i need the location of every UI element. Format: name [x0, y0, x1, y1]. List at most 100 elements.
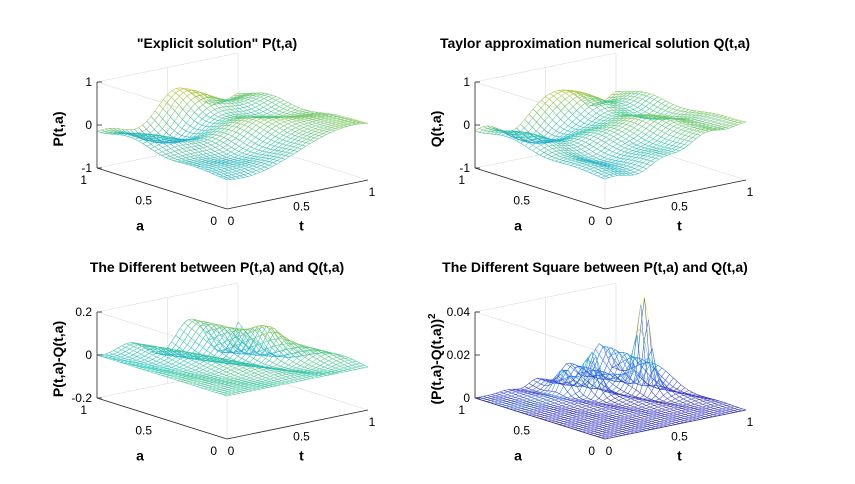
surface-seg	[540, 389, 545, 391]
surface-seg	[610, 427, 615, 430]
surface-seg	[701, 412, 706, 415]
surface-seg	[214, 347, 219, 352]
surface-seg	[618, 430, 623, 432]
chart-panel-3: The Different between P(t,a) and Q(t,a)-…	[50, 259, 376, 464]
surface-seg	[310, 110, 315, 113]
surface-seg	[691, 118, 696, 120]
surface-seg	[290, 340, 295, 343]
surface-seg	[518, 400, 523, 403]
surface-seg	[630, 172, 635, 176]
surface-seg	[254, 325, 259, 328]
surface-seg	[248, 389, 252, 392]
surface-seg	[254, 114, 259, 117]
surface-seg	[726, 121, 731, 124]
surface-seg	[238, 369, 243, 372]
surface-seg	[179, 95, 184, 101]
surface-seg	[594, 403, 599, 406]
surface-seg	[548, 414, 553, 417]
surface-seg	[316, 120, 321, 123]
surface-seg	[254, 143, 260, 146]
surface-seg	[669, 102, 674, 105]
surface-seg	[586, 164, 591, 167]
surface-seg	[667, 421, 672, 424]
surface-seg	[305, 116, 310, 118]
surface-seg	[271, 98, 277, 101]
surface-seg	[640, 151, 644, 154]
surface-seg	[552, 142, 558, 146]
surface-seg	[178, 374, 183, 376]
surface-seg	[158, 140, 164, 144]
surface-seg	[636, 416, 641, 418]
surface-seg	[571, 376, 577, 385]
surface-seg	[680, 392, 685, 394]
surface-seg	[287, 370, 292, 372]
surface-seg	[567, 420, 572, 423]
surface-seg	[689, 128, 694, 131]
a-axis-label: a	[136, 448, 144, 464]
surface-seg	[628, 415, 633, 418]
surface-seg	[215, 330, 220, 334]
surface-seg	[608, 149, 613, 153]
surface-seg	[560, 102, 566, 107]
surface-seg	[189, 381, 193, 384]
surface-seg	[187, 366, 192, 369]
surface-seg	[647, 397, 652, 400]
surface-seg	[626, 426, 631, 428]
surface-seg	[221, 380, 226, 382]
surface-seg	[568, 118, 573, 123]
surface-seg	[226, 331, 232, 335]
surface-seg	[575, 398, 579, 401]
surface-seg	[651, 421, 656, 423]
surface-seg	[234, 149, 240, 152]
surface-seg	[625, 128, 631, 132]
surface-seg	[227, 144, 232, 148]
surface-seg	[600, 115, 605, 118]
surface-seg	[613, 103, 618, 107]
surface-seg	[627, 368, 632, 371]
surface-seg	[742, 120, 747, 123]
surface-seg	[563, 133, 568, 135]
surface-seg	[299, 371, 303, 374]
surface-seg	[269, 378, 274, 381]
surface-seg	[315, 122, 320, 125]
surface-seg	[710, 404, 715, 407]
surface-seg	[298, 344, 303, 346]
surface-seg	[528, 148, 533, 151]
surface-seg	[590, 135, 594, 137]
surface-seg	[302, 354, 307, 356]
surface-seg	[197, 378, 202, 380]
surface-seg	[536, 387, 541, 390]
surface-seg	[225, 99, 230, 101]
surface-seg	[601, 435, 606, 438]
surface-seg	[634, 426, 639, 429]
surface-seg	[280, 119, 285, 123]
surface-seg	[555, 154, 560, 157]
surface-seg	[250, 116, 255, 118]
surface-seg	[706, 402, 711, 405]
surface-seg	[153, 140, 158, 143]
surface-seg	[198, 100, 204, 105]
surface-seg	[261, 383, 266, 385]
surface-seg	[637, 111, 642, 115]
surface-seg	[598, 130, 603, 132]
surface-seg	[689, 408, 694, 411]
surface-seg	[655, 400, 660, 403]
surface-seg	[162, 118, 167, 124]
surface-seg	[251, 337, 256, 340]
surface-seg	[668, 147, 673, 150]
surface-seg	[725, 124, 730, 127]
surface-seg	[536, 130, 541, 135]
surface-seg	[312, 361, 317, 364]
chart-panel-1: "Explicit solution" P(t,a)-10100.5100.51…	[50, 35, 376, 234]
surface-seg	[198, 154, 203, 158]
surface-seg	[161, 141, 166, 143]
surface-seg	[195, 369, 200, 372]
surface-seg	[540, 125, 545, 130]
surface-seg	[520, 131, 525, 136]
surface-seg	[241, 383, 245, 386]
surface-seg	[643, 424, 648, 427]
surface-seg	[672, 108, 677, 111]
surface-seg	[698, 123, 703, 126]
surface-seg	[551, 159, 556, 162]
surface-seg	[249, 361, 254, 365]
